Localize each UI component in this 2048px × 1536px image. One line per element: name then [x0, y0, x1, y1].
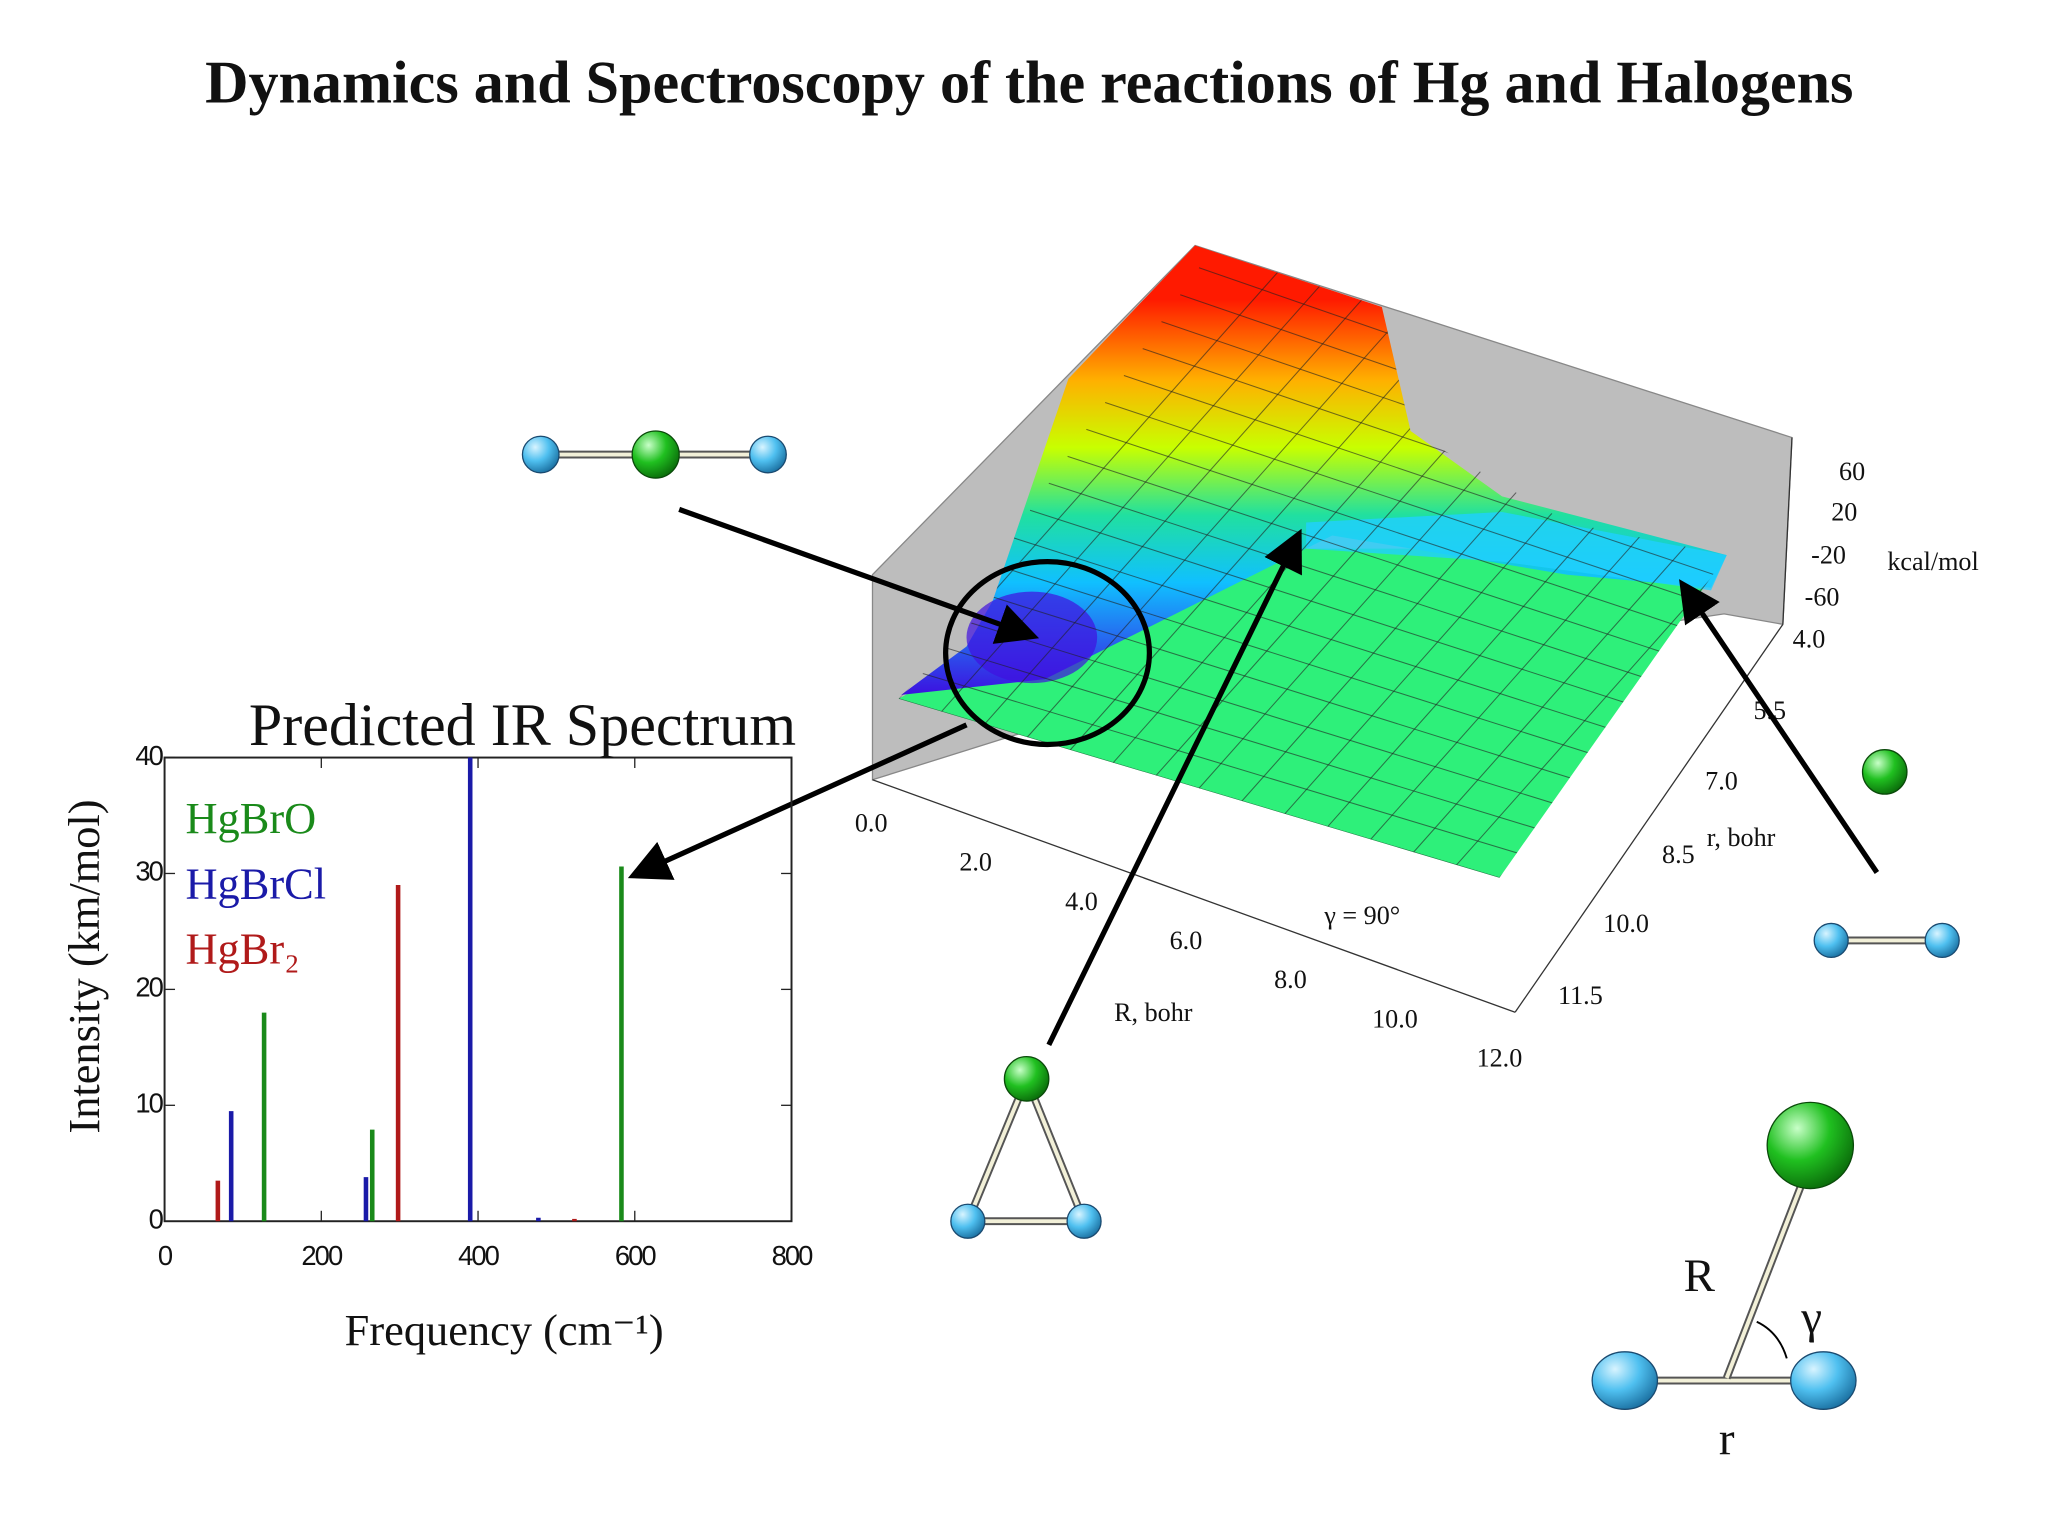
grid-line-3d: [1123, 375, 1727, 637]
r-tick: 10.0: [1372, 1004, 1418, 1033]
diagram-label: γ: [1800, 1292, 1822, 1344]
diagram-label: r: [1719, 1413, 1735, 1465]
r-tick: 12.0: [1477, 1044, 1523, 1073]
grid-line-3d: [1011, 536, 1698, 758]
molecules: R γ r: [521, 430, 1960, 1465]
ir-chart: Predicted IR Spectrum Frequency (cm⁻¹) I…: [59, 691, 815, 1355]
y-tick-label: 30: [135, 856, 163, 887]
r-tick: 2.0: [959, 848, 992, 877]
y-tick-label: 40: [135, 740, 163, 771]
z-tick: 20: [1831, 498, 1857, 527]
diagram-label: R: [1684, 1250, 1716, 1302]
y-tick-label: 10: [135, 1088, 163, 1119]
grid-line-3d: [954, 617, 1599, 818]
grid-line-3d: [992, 563, 1665, 778]
grid-line-3d: [1413, 381, 1727, 853]
y-tick-label: 20: [135, 972, 163, 1003]
axis-R: [872, 779, 1516, 1013]
well: [966, 591, 1098, 684]
z-tick: 60: [1839, 457, 1865, 486]
z-tick: -60: [1805, 583, 1840, 612]
grid-line-3d: [1029, 509, 1727, 738]
grid-line-3d: [984, 253, 1403, 725]
r-tick: 4.0: [1793, 624, 1826, 653]
x-tick-label: 400: [458, 1240, 500, 1271]
highlight-circle: [943, 559, 1152, 748]
axis-label: R, bohr: [1114, 998, 1193, 1027]
axis-r: [1514, 623, 1784, 1013]
axis-z: [1782, 437, 1793, 625]
x-tick-label: 600: [615, 1240, 657, 1271]
r-tick: 7.0: [1705, 767, 1738, 796]
grid-line-3d: [917, 671, 1533, 859]
legend-entry: HgBrCl: [185, 858, 326, 908]
r-tick: 0.0: [855, 808, 888, 837]
grid-line-3d: [936, 644, 1566, 838]
grid-line-3d: [1026, 266, 1446, 738]
r-tick: 4.0: [1065, 887, 1098, 916]
x-axis-label: Frequency (cm⁻¹): [345, 1305, 664, 1355]
x-tick-label: 800: [772, 1240, 814, 1271]
surface-plot: 0.0 2.0 4.0 6.0 8.0 10.0 12.0 R, bohr γ …: [855, 244, 1979, 1073]
legend-entry: HgBr₂: [185, 924, 299, 974]
axis-label: r, bohr: [1707, 823, 1776, 852]
r-tick: 8.0: [1274, 965, 1307, 994]
r-tick: 6.0: [1170, 926, 1203, 955]
valley: [1306, 512, 1727, 591]
surface-rise: [901, 245, 1727, 695]
grid-line-3d: [1456, 394, 1727, 866]
r-tick: 11.5: [1558, 981, 1603, 1010]
y-axis-label: Intensity (km/mol): [59, 799, 109, 1133]
grid-line-3d: [1104, 401, 1727, 657]
grid-line-3d: [973, 590, 1632, 798]
angle-label: γ = 90°: [1323, 901, 1400, 930]
y-tick-label: 0: [149, 1203, 164, 1234]
arrows: [627, 506, 1880, 1047]
axis-label: kcal/mol: [1887, 547, 1978, 576]
chart-title: Predicted IR Spectrum: [249, 691, 796, 758]
x-tick-label: 0: [158, 1240, 173, 1271]
z-tick: -20: [1811, 541, 1846, 570]
page-title: Dynamics and Spectroscopy of the reactio…: [205, 49, 1853, 116]
legend-entry: HgBrO: [185, 793, 316, 843]
r-tick: 8.5: [1662, 840, 1695, 869]
r-tick: 10.0: [1603, 909, 1649, 938]
x-tick-label: 200: [301, 1240, 343, 1271]
